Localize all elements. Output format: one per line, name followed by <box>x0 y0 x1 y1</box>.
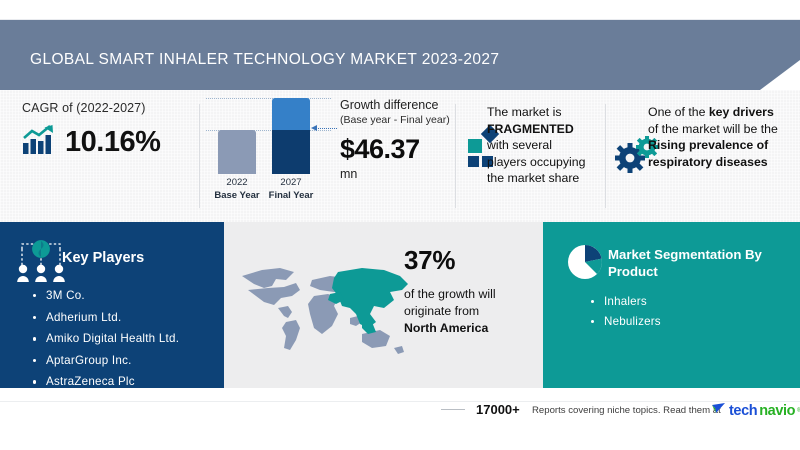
drivers-bold1: Rising prevalence of <box>648 138 769 152</box>
gridline-base <box>206 130 331 131</box>
cagr-label: CAGR of (2022-2027) <box>22 101 146 115</box>
cagr-value: 10.16% <box>65 126 161 158</box>
drivers-line1-b: key drivers <box>708 105 774 119</box>
bar-label-2027-year: 2027 <box>280 177 302 188</box>
bar-label-2027: 2027 Final Year <box>261 176 321 202</box>
arrow-head-icon <box>311 125 317 131</box>
growth-difference-subtitle: (Base year - Final year) <box>340 114 450 126</box>
list-item: Inhalers <box>590 292 661 312</box>
fragmentation-line1: The market is <box>487 105 562 119</box>
org-chart-globe-icon <box>16 240 66 285</box>
bar-chart-growth-icon <box>22 124 56 160</box>
growth-bar-chart: 2022 Base Year 2027 Final Year <box>206 96 331 202</box>
logo-trademark: ® <box>797 408 800 414</box>
list-item: Nebulizers <box>590 312 661 332</box>
fragmentation-bold: FRAGMENTED <box>487 121 574 136</box>
footer-report-count: 17000+ <box>476 402 520 417</box>
footer-dash <box>441 409 465 410</box>
segmentation-title: Market Segmentation By Product <box>608 247 762 279</box>
region-line2: originate from <box>404 304 480 318</box>
pie-chart-icon <box>566 243 604 281</box>
segmentation-list: Inhalers Nebulizers <box>590 292 661 332</box>
fragmentation-line4: the market share <box>487 171 580 185</box>
list-item: Adherium Ltd. <box>32 307 179 329</box>
growth-difference-value: $46.37 <box>340 134 420 164</box>
growth-annotation-arrow <box>311 125 337 131</box>
gridline-top <box>206 98 331 99</box>
growth-difference-unit: mn <box>340 167 358 181</box>
region-bold: North America <box>404 321 489 335</box>
world-map-icon <box>234 250 424 366</box>
logo-text-tech: tech <box>729 402 758 419</box>
bar-label-2022: 2022 Base Year <box>207 176 267 202</box>
bar-2027-base-segment <box>272 130 310 174</box>
bar-label-2022-year: 2022 <box>226 177 248 188</box>
divider-1 <box>199 104 200 208</box>
top-divider <box>0 19 800 20</box>
technavio-logo[interactable]: tech navio ® <box>712 402 800 420</box>
bar-2022 <box>218 130 256 174</box>
gears-icon <box>614 136 662 174</box>
bar-label-2022-sub: Base Year <box>214 190 260 201</box>
growth-difference-block: Growth difference (Base year - Final yea… <box>340 98 450 181</box>
page-title: GLOBAL SMART INHALER TECHNOLOGY MARKET 2… <box>30 51 500 68</box>
fragmentation-line2: with several <box>487 138 552 152</box>
squares-diamond-icon <box>467 124 507 169</box>
footer-tagline: Reports covering niche topics. Read them… <box>532 405 721 416</box>
bar-2027-growth-segment <box>272 98 310 130</box>
key-players-list: 3M Co. Adherium Ltd. Amiko Digital Healt… <box>32 285 179 393</box>
region-percent: 37% <box>404 245 456 275</box>
growth-difference-title: Growth difference <box>340 98 439 112</box>
region-line1: of the growth will <box>404 287 496 301</box>
key-players-title: Key Players <box>62 250 145 266</box>
header-banner <box>0 20 800 90</box>
list-item: AstraZeneca Plc <box>32 371 179 393</box>
key-drivers-text: One of the key drivers of the market wil… <box>648 104 798 170</box>
bar-label-2027-sub: Final Year <box>268 190 314 201</box>
technavio-arrow-icon <box>712 402 727 420</box>
footer <box>0 388 800 450</box>
drivers-line2: of the market will be the <box>648 121 778 136</box>
list-item: 3M Co. <box>32 285 179 307</box>
top-stats-band <box>0 90 800 222</box>
bar-2027 <box>272 98 310 174</box>
divider-2 <box>455 104 456 208</box>
fragmentation-line3: players occupying <box>487 154 586 169</box>
logo-text-navio: navio <box>759 402 796 419</box>
arrow-line <box>316 128 337 130</box>
list-item: Amiko Digital Health Ltd. <box>32 328 179 350</box>
fragmentation-text: The market is FRAGMENTED with several pl… <box>487 104 615 187</box>
divider-3 <box>605 104 606 208</box>
cagr-block: 10.16% <box>22 124 161 160</box>
drivers-line1-a: One of the <box>648 105 709 119</box>
drivers-bold2: respiratory diseases <box>648 154 768 169</box>
region-text: of the growth will originate from North … <box>404 286 539 337</box>
list-item: AptarGroup Inc. <box>32 350 179 372</box>
footer-divider <box>0 401 800 402</box>
